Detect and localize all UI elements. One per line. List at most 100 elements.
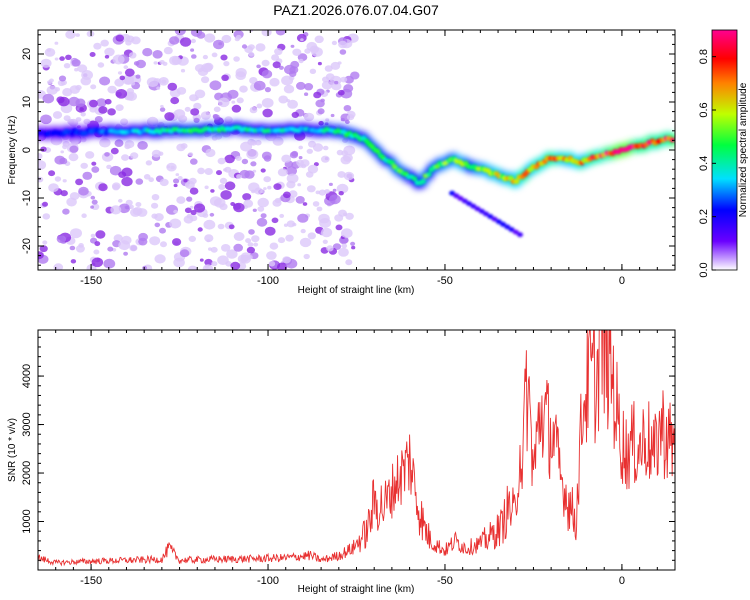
noise-speckle bbox=[100, 39, 109, 47]
noise-speckle bbox=[135, 74, 141, 79]
noise-speckle bbox=[69, 245, 76, 251]
noise-speckle bbox=[306, 185, 316, 193]
noise-speckle bbox=[304, 92, 309, 96]
noise-speckle bbox=[298, 145, 304, 150]
noise-speckle bbox=[124, 143, 131, 150]
noise-speckle bbox=[287, 99, 298, 109]
noise-speckle bbox=[292, 48, 302, 56]
noise-speckle bbox=[233, 243, 243, 252]
noise-speckle bbox=[240, 141, 253, 152]
noise-speckle bbox=[300, 38, 304, 42]
ridge-branch-cell bbox=[500, 221, 506, 227]
snr-background bbox=[38, 330, 675, 570]
noise-speckle bbox=[89, 99, 98, 108]
noise-speckle bbox=[199, 258, 204, 262]
noise-speckle bbox=[48, 170, 56, 177]
noise-speckle bbox=[224, 166, 232, 173]
noise-speckle bbox=[295, 196, 305, 204]
noise-speckle bbox=[189, 187, 199, 195]
noise-speckle bbox=[235, 71, 246, 80]
noise-speckle bbox=[343, 84, 354, 93]
noise-speckle bbox=[200, 111, 211, 120]
noise-speckle bbox=[338, 247, 349, 257]
noise-speckle bbox=[143, 174, 151, 180]
noise-speckle bbox=[69, 192, 80, 201]
noise-speckle bbox=[169, 55, 181, 66]
noise-speckle bbox=[261, 98, 274, 108]
spectrogram-x-label: Height of straight line (km) bbox=[298, 285, 415, 296]
y-tick-label: -10 bbox=[21, 190, 33, 206]
noise-speckle bbox=[317, 61, 322, 66]
noise-speckle bbox=[221, 34, 232, 44]
noise-speckle bbox=[288, 190, 298, 198]
noise-speckle bbox=[75, 84, 82, 91]
noise-speckle bbox=[71, 59, 81, 67]
noise-speckle bbox=[304, 83, 314, 91]
noise-speckle bbox=[187, 265, 198, 270]
noise-speckle bbox=[335, 224, 343, 231]
noise-speckle bbox=[219, 177, 228, 184]
noise-speckle bbox=[48, 183, 59, 193]
noise-speckle bbox=[82, 171, 93, 180]
noise-speckle bbox=[81, 70, 93, 80]
noise-speckle bbox=[98, 106, 108, 114]
noise-speckle bbox=[297, 183, 302, 187]
noise-speckle bbox=[296, 33, 307, 43]
noise-speckle bbox=[217, 223, 225, 230]
noise-speckle bbox=[334, 80, 339, 85]
noise-speckle bbox=[59, 157, 68, 165]
noise-speckle bbox=[268, 260, 276, 267]
noise-speckle bbox=[285, 234, 294, 242]
noise-speckle bbox=[257, 197, 269, 208]
noise-speckle bbox=[211, 52, 218, 58]
noise-speckle bbox=[276, 262, 288, 270]
noise-speckle bbox=[204, 33, 216, 43]
noise-speckle bbox=[286, 99, 290, 103]
spectrogram-background bbox=[38, 30, 675, 270]
noise-speckle bbox=[110, 147, 119, 155]
noise-speckle bbox=[266, 251, 277, 260]
noise-speckle bbox=[193, 203, 206, 213]
noise-speckle bbox=[231, 100, 236, 104]
noise-speckle bbox=[300, 228, 306, 234]
noise-speckle bbox=[338, 40, 348, 49]
noise-speckle bbox=[220, 54, 228, 61]
noise-speckle bbox=[60, 150, 64, 154]
noise-speckle bbox=[330, 61, 341, 70]
noise-speckle bbox=[277, 168, 288, 177]
noise-speckle bbox=[204, 168, 213, 175]
noise-speckle bbox=[112, 54, 125, 65]
noise-speckle bbox=[183, 179, 188, 183]
noise-speckle bbox=[107, 108, 116, 116]
noise-speckle bbox=[278, 65, 284, 70]
noise-speckle bbox=[290, 60, 300, 69]
noise-speckle bbox=[190, 38, 196, 44]
spectrogram-y-label: Frequency (Hz) bbox=[7, 116, 18, 185]
noise-speckle bbox=[59, 56, 65, 61]
noise-speckle bbox=[248, 52, 255, 57]
noise-speckle bbox=[75, 117, 82, 122]
noise-speckle bbox=[69, 145, 79, 153]
noise-speckle bbox=[176, 87, 187, 95]
noise-speckle bbox=[218, 42, 223, 46]
noise-speckle bbox=[176, 196, 186, 204]
noise-speckle bbox=[235, 155, 242, 161]
noise-speckle bbox=[170, 165, 175, 170]
noise-speckle bbox=[336, 149, 344, 156]
noise-speckle bbox=[343, 145, 356, 156]
noise-speckle bbox=[38, 153, 43, 160]
ridge-branch-cell bbox=[478, 208, 485, 214]
noise-speckle bbox=[90, 205, 94, 209]
noise-speckle bbox=[337, 61, 342, 65]
colorbar-tick-label: 0.4 bbox=[698, 156, 710, 171]
noise-speckle bbox=[175, 173, 180, 177]
noise-speckle bbox=[340, 76, 348, 83]
noise-speckle bbox=[107, 85, 117, 94]
noise-speckle bbox=[190, 48, 195, 52]
noise-speckle bbox=[285, 166, 297, 176]
noise-speckle bbox=[278, 95, 289, 104]
noise-speckle bbox=[211, 261, 218, 267]
noise-speckle bbox=[338, 209, 347, 217]
noise-speckle bbox=[233, 56, 240, 62]
chart-title: PAZ1.2026.076.07.04.G07 bbox=[273, 2, 439, 18]
